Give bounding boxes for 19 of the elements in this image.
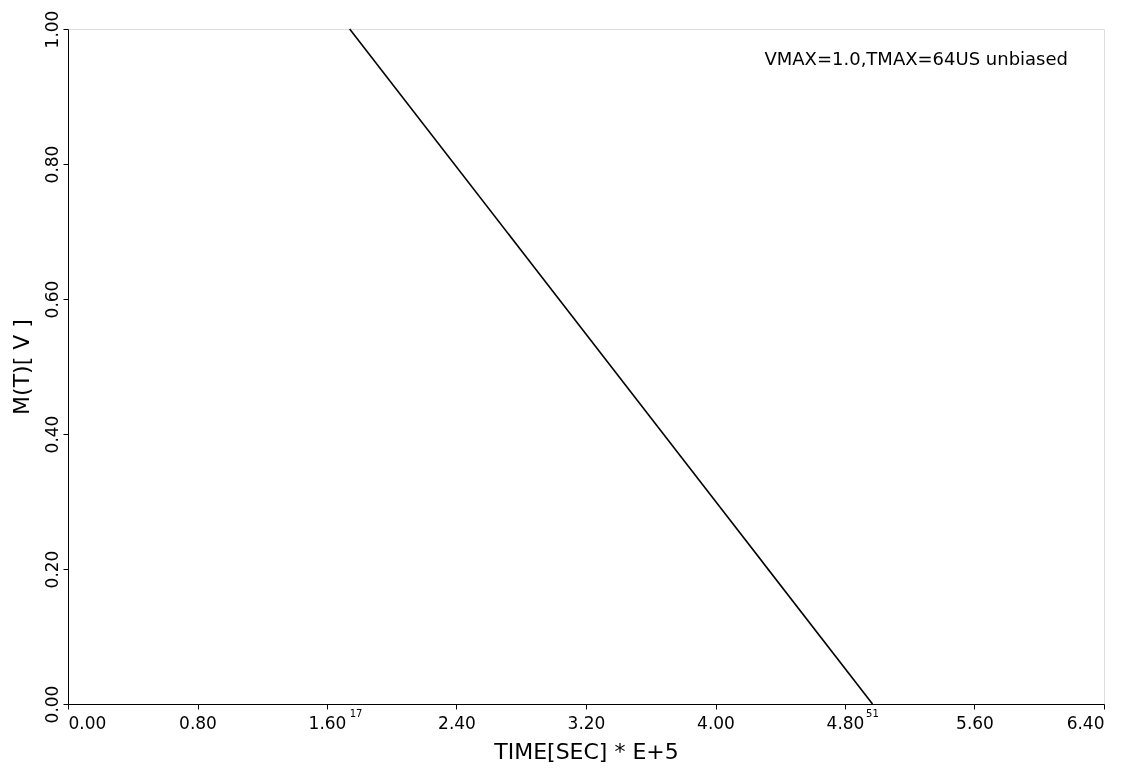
x-tick-label: 5.60	[956, 712, 994, 733]
x-tick-label: 6.40	[1066, 712, 1105, 733]
y-tick-label: 0.20	[41, 550, 62, 589]
y-tick-label: 0.40	[41, 415, 62, 454]
y-axis-title: M(T)[ V ]	[8, 319, 34, 415]
text: 17	[349, 708, 363, 719]
x-tick-label: 0.00	[68, 712, 107, 733]
x-tick-label: 3.20	[567, 712, 606, 733]
x-axis-title: TIME[SEC] * E+5	[493, 738, 679, 764]
annotation: VMAX=1.0,TMAX=64US unbiased	[764, 48, 1068, 69]
x-tick-label: 4.80	[826, 712, 865, 733]
x-tick-label: 0.80	[179, 712, 217, 733]
y-tick-label: 1.00	[41, 10, 62, 49]
y-tick-label: 0.60	[41, 280, 62, 319]
x-tick-label: 2.40	[438, 712, 476, 733]
x-tick-label: 1.60	[308, 712, 347, 733]
y-tick-label: 0.80	[41, 145, 62, 184]
x-tick-label: 4.00	[697, 712, 735, 733]
text: 51	[866, 708, 879, 719]
